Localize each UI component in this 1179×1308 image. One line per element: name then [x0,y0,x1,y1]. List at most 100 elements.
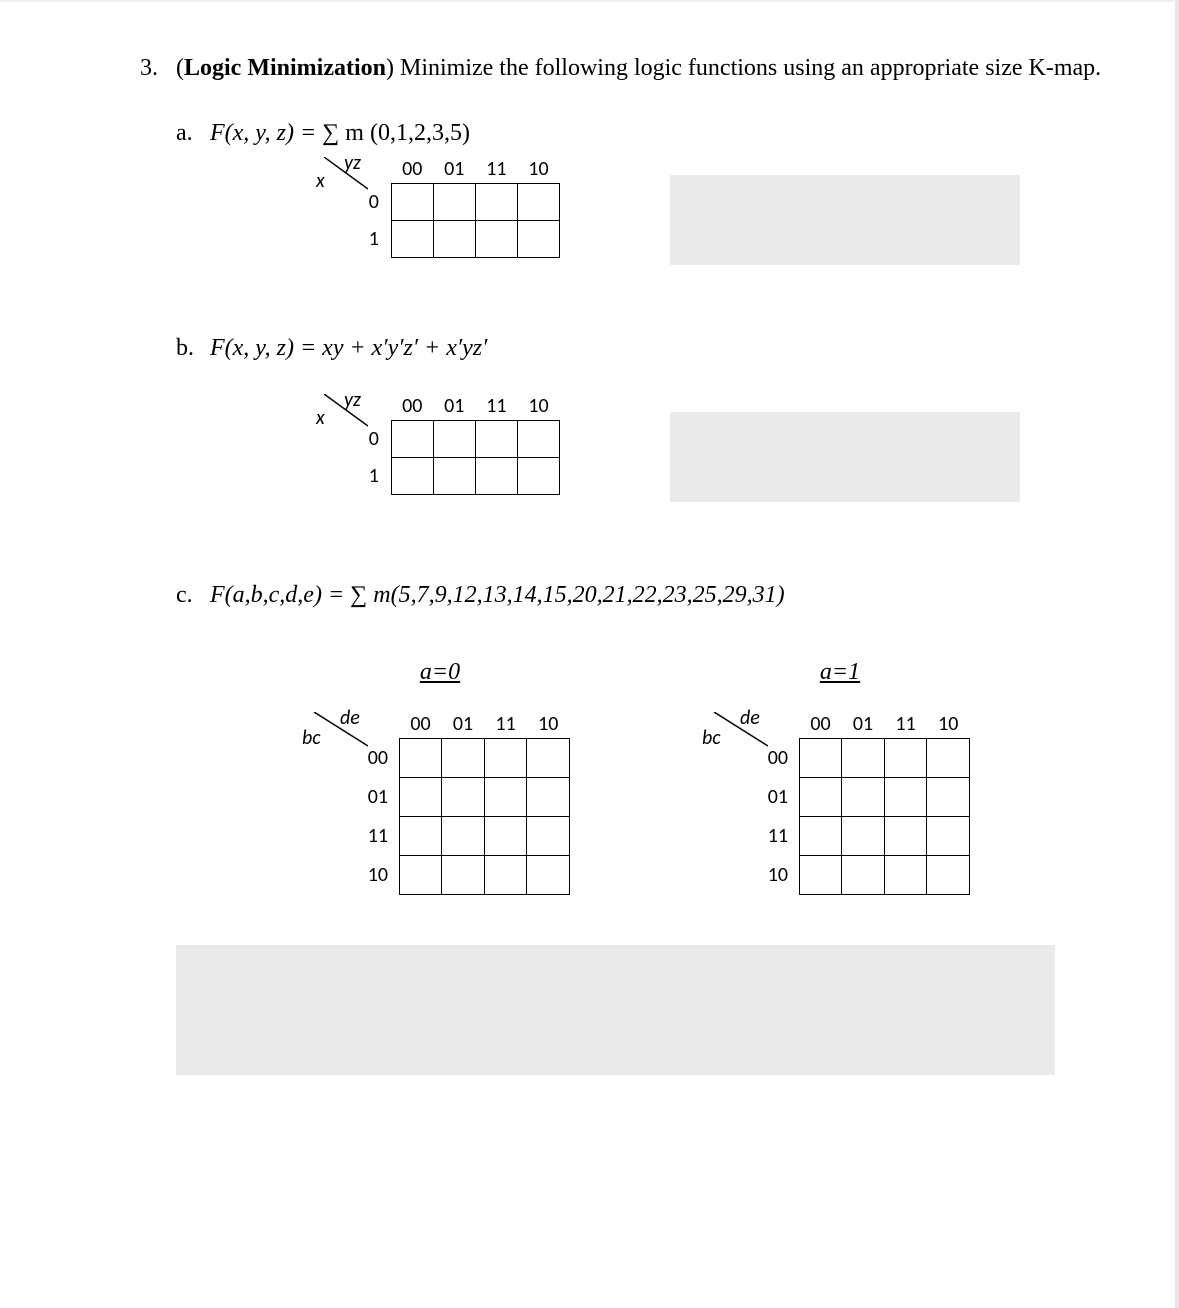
part-a-expression: F(x, y, z) = ∑ m (0,1,2,3,5) [210,120,470,147]
part-c-letter: c. [176,582,210,609]
kmap-row-hdr: 01 [364,778,399,817]
kmap-cell[interactable] [527,739,570,778]
kmap-cell[interactable] [391,221,433,258]
kmap-cell[interactable] [391,421,433,458]
kmap-cell[interactable] [527,856,570,895]
kmap-cell[interactable] [475,458,517,495]
a-equals-0-label: a=0 [420,659,460,686]
kmap-b-table: 00 01 11 10 0 1 [364,392,560,495]
kmap-cell[interactable] [799,739,842,778]
question-header: 3. (Logic Minimization) Minimize the fol… [140,52,1105,84]
kmap-col-hdr: 00 [799,710,842,739]
kmap-cell[interactable] [842,856,885,895]
kmap-cell[interactable] [484,778,527,817]
part-a-row: yz x 00 01 11 10 0 [320,155,1105,265]
question-number: 3. [140,52,176,84]
kmap-row-hdr: 1 [364,458,391,495]
kmap-row-hdr: 1 [364,221,391,258]
kmap-cell[interactable] [442,778,485,817]
kmap-c0-diagonal [314,712,368,754]
kmap-col-hdr: 10 [517,392,559,421]
kmap-cell[interactable] [517,221,559,258]
kmap-part-b: yz x 00 01 11 10 0 [320,392,560,495]
kmap-col-hdr: 11 [484,710,527,739]
part-c-lhs: F(a,b,c,d,e) = [210,582,350,608]
kmap-cell[interactable] [484,817,527,856]
kmap-col-hdr: 01 [842,710,885,739]
kmap-cell[interactable] [799,778,842,817]
kmap-col-hdr: 00 [391,155,433,184]
kmap-cell[interactable] [527,778,570,817]
kmap-cell[interactable] [399,856,442,895]
kmap-cell[interactable] [884,778,927,817]
part-a-answer-box[interactable] [670,175,1020,265]
kmap-c0-table: 00 01 11 10 00 01 [364,710,570,895]
kmap-a-table: 00 01 11 10 0 1 [364,155,560,258]
kmap-col-hdr: 00 [399,710,442,739]
kmap-cell[interactable] [799,817,842,856]
kmap-cell[interactable] [927,739,970,778]
kmap-cell[interactable] [484,856,527,895]
part-a-letter: a. [176,120,210,147]
kmap-cell[interactable] [927,778,970,817]
kmap-row-hdr: 01 [764,778,799,817]
kmap-part-c-a1: de bc 00 01 11 10 00 [710,710,970,895]
kmap-cell[interactable] [517,184,559,221]
kmap-cell[interactable] [475,421,517,458]
kmap-cell[interactable] [927,817,970,856]
kmap-col-hdr: 10 [527,710,570,739]
kmap-b-diagonal [324,394,364,426]
part-b-letter: b. [176,335,210,362]
kmap-cell[interactable] [399,739,442,778]
part-b-prompt: b. F(x, y, z) = xy + x′y′z′ + x′yz′ [176,335,1105,362]
kmap-row-hdr: 00 [764,739,799,778]
kmap-cell[interactable] [442,739,485,778]
kmap-cell[interactable] [884,817,927,856]
part-b-answer-box[interactable] [670,412,1020,502]
kmap-cell[interactable] [442,856,485,895]
kmap-part-c-a0: de bc 00 01 11 10 00 [310,710,570,895]
kmap-cell[interactable] [842,817,885,856]
kmap-row-hdr: 0 [364,184,391,221]
question-text: (Logic Minimization) Minimize the follow… [176,52,1105,84]
kmap-cell[interactable] [484,739,527,778]
kmap-cell[interactable] [517,421,559,458]
kmap-cell[interactable] [399,817,442,856]
kmap-cell[interactable] [433,184,475,221]
kmap-cell[interactable] [884,739,927,778]
kmap-cell[interactable] [527,817,570,856]
part-b-expression: F(x, y, z) = xy + x′y′z′ + x′yz′ [210,335,487,362]
part-c-col-a1: a=1 de bc 00 01 11 10 00 [710,659,970,895]
kmap-cell[interactable] [842,739,885,778]
kmap-col-hdr: 01 [433,155,475,184]
kmap-cell[interactable] [927,856,970,895]
part-a-prompt: a. F(x, y, z) = ∑ m (0,1,2,3,5) [176,120,1105,147]
kmap-cell[interactable] [391,184,433,221]
kmap-cell[interactable] [442,817,485,856]
kmap-cell[interactable] [884,856,927,895]
kmap-cell[interactable] [475,221,517,258]
part-c-prompt: c. F(a,b,c,d,e) = ∑ m(5,7,9,12,13,14,15,… [176,582,1105,609]
kmap-row-hdr: 10 [364,856,399,895]
kmap-cell[interactable] [399,778,442,817]
kmap-col-hdr: 00 [391,392,433,421]
kmap-cell[interactable] [475,184,517,221]
question-title-bold: Logic Minimization [184,55,386,81]
kmap-cell[interactable] [842,778,885,817]
part-c-args: m(5,7,9,12,13,14,15,20,21,22,23,25,29,31… [367,582,784,608]
kmap-cell[interactable] [799,856,842,895]
kmap-cell[interactable] [433,421,475,458]
kmap-cell[interactable] [391,458,433,495]
kmap-part-a: yz x 00 01 11 10 0 [320,155,560,258]
kmap-row-hdr: 00 [364,739,399,778]
kmap-cell[interactable] [433,221,475,258]
kmap-cell[interactable] [433,458,475,495]
part-a-lhs: F(x, y, z) = [210,120,322,146]
kmap-cell[interactable] [517,458,559,495]
kmap-a-diagonal [324,157,364,189]
kmap-row-hdr: 10 [764,856,799,895]
part-c-col-a0: a=0 de bc 00 01 11 10 00 [310,659,570,895]
kmap-col-hdr: 01 [433,392,475,421]
part-c-answer-box[interactable] [176,945,1055,1075]
kmap-c1-table: 00 01 11 10 00 01 [764,710,970,895]
